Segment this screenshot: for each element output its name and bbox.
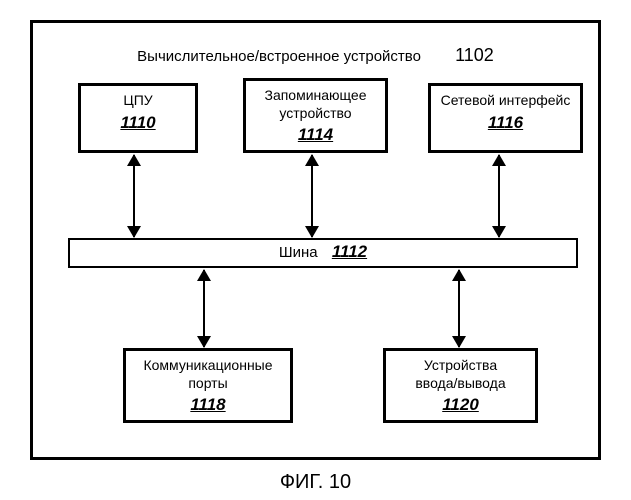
device-outer-frame: Вычислительное/встроенное устройство 110… (30, 20, 601, 460)
block-cpu: ЦПУ 1110 (78, 83, 198, 153)
block-io-label2: ввода/вывода (390, 375, 531, 393)
block-netif-ref: 1116 (435, 112, 576, 133)
block-comm-label2: порты (130, 375, 286, 393)
block-netif-label: Сетевой интерфейс (435, 92, 576, 110)
block-communication-ports: Коммуникационные порты 1118 (123, 348, 293, 423)
block-bus: Шина 1112 (68, 238, 578, 268)
device-title-row: Вычислительное/встроенное устройство 110… (33, 45, 598, 66)
block-memory: Запоминающее устройство 1114 (243, 78, 388, 153)
block-cpu-label: ЦПУ (85, 92, 191, 110)
block-network-interface: Сетевой интерфейс 1116 (428, 83, 583, 153)
block-memory-label1: Запоминающее (250, 87, 381, 105)
device-ref: 1102 (455, 45, 494, 66)
bus-ref: 1112 (332, 242, 367, 261)
block-memory-ref: 1114 (250, 124, 381, 145)
block-comm-label1: Коммуникационные (130, 357, 286, 375)
arrow-cpu-bus (133, 155, 135, 237)
block-io-label1: Устройства (390, 357, 531, 375)
arrow-memory-bus (311, 155, 313, 237)
arrow-netif-bus (498, 155, 500, 237)
device-title: Вычислительное/встроенное устройство (137, 48, 421, 65)
block-comm-ref: 1118 (130, 394, 286, 415)
block-memory-label2: устройство (250, 105, 381, 123)
block-io-ref: 1120 (390, 394, 531, 415)
arrow-bus-io (458, 270, 460, 347)
block-cpu-ref: 1110 (85, 112, 191, 133)
bus-label: Шина (279, 244, 318, 261)
block-io-devices: Устройства ввода/вывода 1120 (383, 348, 538, 423)
arrow-bus-comm (203, 270, 205, 347)
figure-caption: ФИГ. 10 (0, 471, 631, 494)
